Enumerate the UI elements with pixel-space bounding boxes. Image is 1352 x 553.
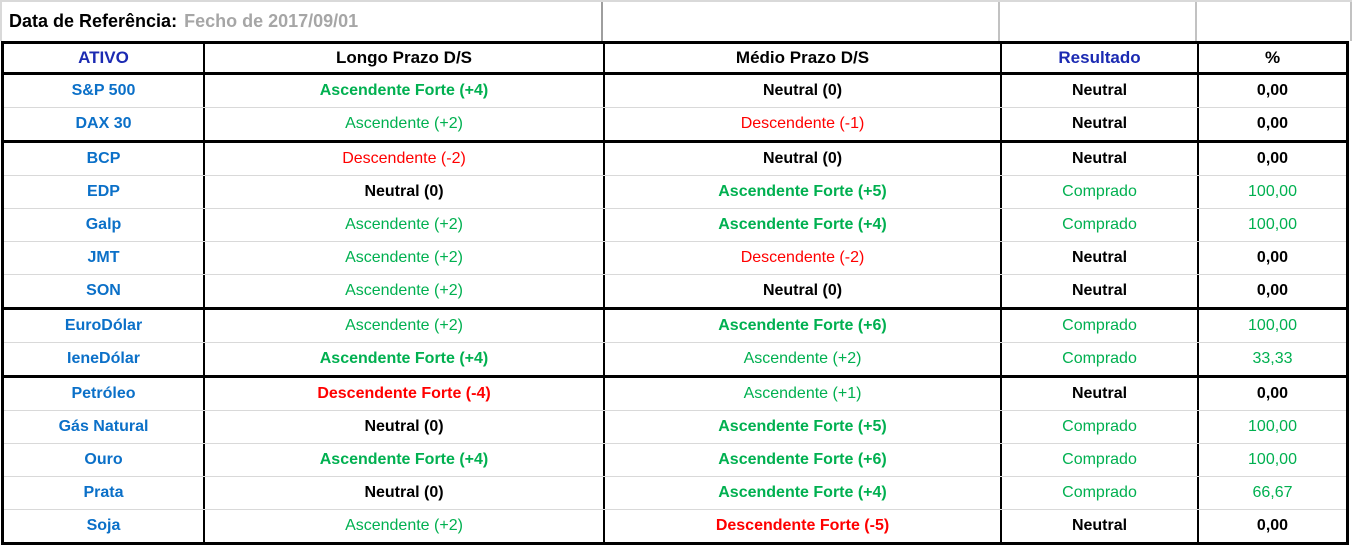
cell-percent[interactable]: 100,00 [1248, 418, 1297, 435]
cell-ativo[interactable]: Petróleo [4, 378, 205, 410]
empty-cell[interactable] [1197, 2, 1352, 41]
row-sp-500: S&P 500 Ascendente Forte (+4) Neutral (0… [4, 75, 1346, 107]
cell-percent[interactable]: 66,67 [1252, 484, 1293, 501]
cell-resultado[interactable]: Comprado [1002, 176, 1199, 208]
cell-longo-prazo[interactable]: Ascendente Forte (+4) [205, 75, 605, 107]
cell-resultado[interactable]: Neutral [1002, 108, 1199, 140]
cell-resultado[interactable]: Neutral [1002, 242, 1199, 274]
cell-ativo[interactable]: Galp [4, 209, 205, 241]
cell-ativo[interactable]: Gás Natural [4, 411, 205, 443]
cell-resultado[interactable]: Neutral [1002, 378, 1199, 410]
cell-longo-prazo[interactable]: Neutral (0) [205, 477, 605, 509]
cell-longo-prazo[interactable]: Ascendente (+2) [205, 310, 605, 342]
cell-medio-prazo[interactable]: Neutral (0) [605, 75, 1002, 107]
cell-percent[interactable]: 100,00 [1248, 451, 1297, 468]
cell-resultado[interactable]: Comprado [1002, 310, 1199, 342]
row-jmt: JMT Ascendente (+2) Descendente (-2) Neu… [4, 241, 1346, 274]
signals-table: ATIVO Longo Prazo D/S Médio Prazo D/S Re… [1, 41, 1349, 545]
cell-longo-prazo[interactable]: Ascendente (+2) [205, 275, 605, 307]
cell-percent[interactable]: 0,00 [1256, 115, 1289, 132]
cell-percent[interactable]: 100,00 [1248, 216, 1297, 233]
cell-percent[interactable]: 0,00 [1256, 385, 1289, 402]
row-galp: Galp Ascendente (+2) Ascendente Forte (+… [4, 208, 1346, 241]
cell-medio-prazo[interactable]: Ascendente (+1) [605, 378, 1002, 410]
cell-medio-prazo[interactable]: Neutral (0) [605, 275, 1002, 307]
cell-medio-prazo[interactable]: Descendente Forte (-5) [605, 510, 1002, 542]
cell-resultado[interactable]: Comprado [1002, 411, 1199, 443]
cell-medio-prazo[interactable]: Descendente (-1) [605, 108, 1002, 140]
cell-ativo[interactable]: BCP [4, 143, 205, 175]
cell-ativo[interactable]: S&P 500 [4, 75, 205, 107]
cell-longo-prazo[interactable]: Descendente Forte (-4) [205, 378, 605, 410]
cell-resultado[interactable]: Comprado [1002, 209, 1199, 241]
column-header-longo-prazo[interactable]: Longo Prazo D/S [205, 44, 605, 72]
cell-percent[interactable]: 33,33 [1252, 350, 1293, 367]
cell-ativo[interactable]: Prata [4, 477, 205, 509]
cell-percent[interactable]: 100,00 [1248, 317, 1297, 334]
cell-resultado[interactable]: Comprado [1002, 477, 1199, 509]
cell-ativo[interactable]: Soja [4, 510, 205, 542]
cell-ativo[interactable]: EDP [4, 176, 205, 208]
column-header-medio-prazo[interactable]: Médio Prazo D/S [605, 44, 1002, 72]
cell-longo-prazo[interactable]: Ascendente (+2) [205, 242, 605, 274]
cell-longo-prazo[interactable]: Neutral (0) [205, 176, 605, 208]
reference-value: Fecho de 2017/09/01 [184, 11, 359, 31]
empty-cell[interactable] [603, 2, 1000, 41]
cell-longo-prazo[interactable]: Descendente (-2) [205, 143, 605, 175]
cell-ativo[interactable]: Ouro [4, 444, 205, 476]
cell-longo-prazo[interactable]: Ascendente Forte (+4) [205, 444, 605, 476]
cell-percent[interactable]: 0,00 [1256, 517, 1289, 534]
row-dax-30: DAX 30 Ascendente (+2) Descendente (-1) … [4, 107, 1346, 140]
cell-percent[interactable]: 0,00 [1256, 82, 1289, 99]
cell-resultado[interactable]: Neutral [1002, 275, 1199, 307]
empty-cell[interactable] [1000, 2, 1197, 41]
cell-medio-prazo[interactable]: Ascendente Forte (+5) [605, 411, 1002, 443]
column-header-percent[interactable]: % [1264, 48, 1281, 67]
row-eurodolar: EuroDólar Ascendente (+2) Ascendente For… [4, 307, 1346, 342]
cell-resultado[interactable]: Comprado [1002, 444, 1199, 476]
column-header-ativo[interactable]: ATIVO [4, 44, 205, 72]
reference-cell[interactable]: Data de Referência: Fecho de 2017/09/01 [0, 2, 603, 41]
table-header-row: ATIVO Longo Prazo D/S Médio Prazo D/S Re… [4, 44, 1346, 75]
cell-ativo[interactable]: SON [4, 275, 205, 307]
cell-percent[interactable]: 0,00 [1256, 249, 1289, 266]
cell-longo-prazo[interactable]: Ascendente Forte (+4) [205, 343, 605, 375]
cell-ativo[interactable]: JMT [4, 242, 205, 274]
cell-medio-prazo[interactable]: Descendente (-2) [605, 242, 1002, 274]
row-soja: Soja Ascendente (+2) Descendente Forte (… [4, 509, 1346, 542]
cell-medio-prazo[interactable]: Ascendente Forte (+4) [605, 209, 1002, 241]
cell-medio-prazo[interactable]: Neutral (0) [605, 143, 1002, 175]
row-son: SON Ascendente (+2) Neutral (0) Neutral … [4, 274, 1346, 307]
cell-medio-prazo[interactable]: Ascendente Forte (+4) [605, 477, 1002, 509]
cell-percent[interactable]: 0,00 [1256, 150, 1289, 167]
table-body: S&P 500 Ascendente Forte (+4) Neutral (0… [4, 75, 1346, 542]
column-header-resultado[interactable]: Resultado [1002, 44, 1199, 72]
cell-medio-prazo[interactable]: Ascendente Forte (+5) [605, 176, 1002, 208]
cell-ativo[interactable]: EuroDólar [4, 310, 205, 342]
cell-percent[interactable]: 0,00 [1256, 282, 1289, 299]
cell-resultado[interactable]: Comprado [1002, 343, 1199, 375]
cell-medio-prazo[interactable]: Ascendente Forte (+6) [605, 444, 1002, 476]
cell-medio-prazo[interactable]: Ascendente (+2) [605, 343, 1002, 375]
cell-ativo[interactable]: DAX 30 [4, 108, 205, 140]
cell-longo-prazo[interactable]: Ascendente (+2) [205, 510, 605, 542]
cell-resultado[interactable]: Neutral [1002, 510, 1199, 542]
cell-resultado[interactable]: Neutral [1002, 75, 1199, 107]
cell-medio-prazo[interactable]: Ascendente Forte (+6) [605, 310, 1002, 342]
cell-ativo[interactable]: IeneDólar [4, 343, 205, 375]
cell-longo-prazo[interactable]: Ascendente (+2) [205, 108, 605, 140]
cell-percent[interactable]: 100,00 [1248, 183, 1297, 200]
cell-resultado[interactable]: Neutral [1002, 143, 1199, 175]
cell-longo-prazo[interactable]: Ascendente (+2) [205, 209, 605, 241]
row-edp: EDP Neutral (0) Ascendente Forte (+5) Co… [4, 175, 1346, 208]
reference-strip: Data de Referência: Fecho de 2017/09/01 [0, 0, 1352, 41]
row-bcp: BCP Descendente (-2) Neutral (0) Neutral… [4, 140, 1346, 175]
cell-longo-prazo[interactable]: Neutral (0) [205, 411, 605, 443]
row-prata: Prata Neutral (0) Ascendente Forte (+4) … [4, 476, 1346, 509]
row-petroleo: Petróleo Descendente Forte (-4) Ascenden… [4, 375, 1346, 410]
reference-label: Data de Referência: [9, 11, 178, 31]
row-gas-natural: Gás Natural Neutral (0) Ascendente Forte… [4, 410, 1346, 443]
row-ienedolar: IeneDólar Ascendente Forte (+4) Ascenden… [4, 342, 1346, 375]
row-ouro: Ouro Ascendente Forte (+4) Ascendente Fo… [4, 443, 1346, 476]
